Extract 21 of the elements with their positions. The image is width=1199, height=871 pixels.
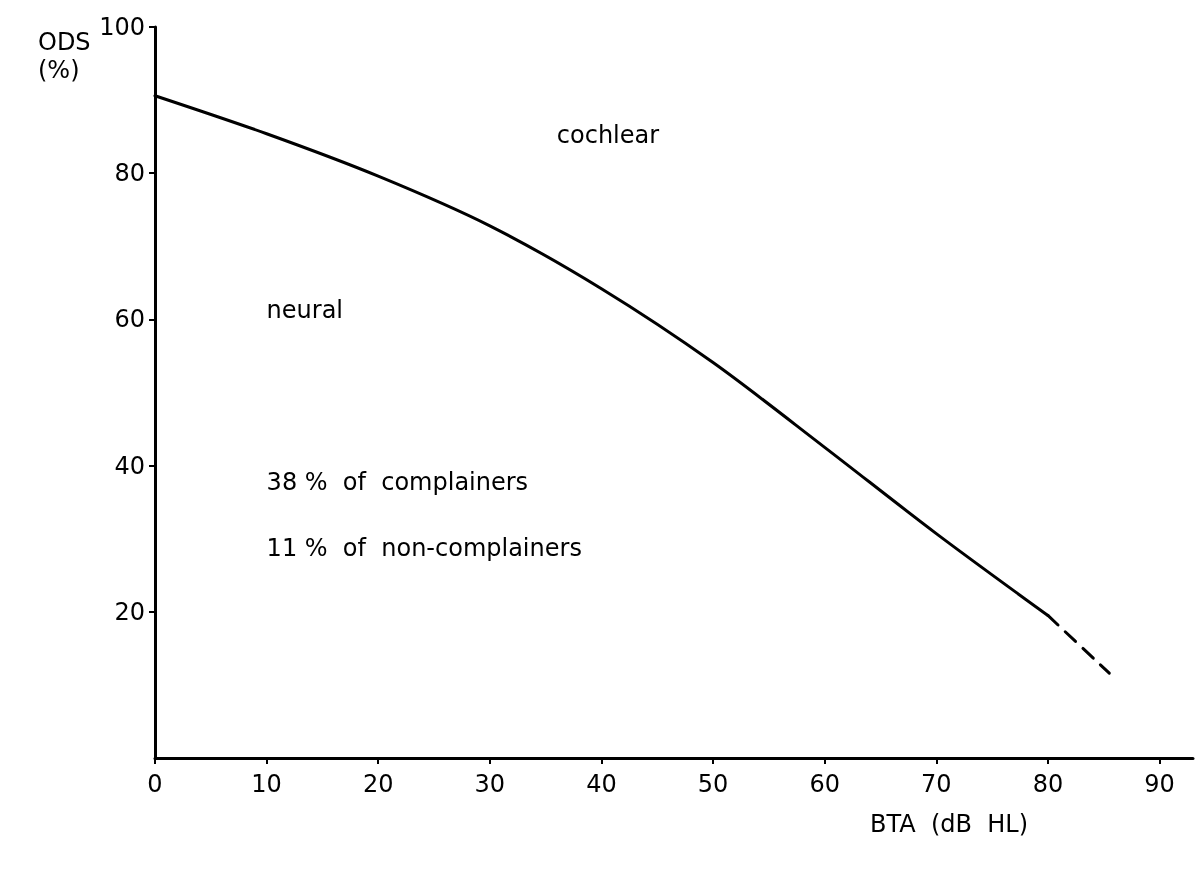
x-tick-label: 50 bbox=[697, 770, 729, 798]
x-tick-label: 40 bbox=[586, 770, 617, 798]
annotation: cochlear bbox=[556, 120, 660, 149]
y-axis-title: ODS (%) bbox=[38, 28, 91, 84]
y-tick-label: 80 bbox=[114, 159, 145, 188]
x-tick-label: 90 bbox=[1144, 770, 1175, 798]
annotation: 11 % of non-complainers bbox=[266, 533, 582, 562]
x-tick-label: 60 bbox=[809, 770, 840, 798]
x-tick-label: 80 bbox=[1032, 770, 1064, 798]
x-tick-label: 30 bbox=[474, 770, 506, 798]
annotation: 38 % of complainers bbox=[266, 467, 529, 496]
x-tick-label: 70 bbox=[921, 770, 952, 798]
y-tick-label: 100 bbox=[99, 13, 145, 41]
x-tick-label: 20 bbox=[362, 770, 394, 798]
y-tick-label: 40 bbox=[114, 451, 145, 480]
y-tick-label: 20 bbox=[114, 597, 145, 626]
x-tick-label: 10 bbox=[251, 770, 282, 798]
x-axis-title: BTA (dB HL) bbox=[870, 810, 1029, 838]
annotation: neural bbox=[266, 296, 344, 325]
y-tick-label: 60 bbox=[114, 305, 145, 334]
x-tick-label: 0 bbox=[147, 770, 163, 798]
